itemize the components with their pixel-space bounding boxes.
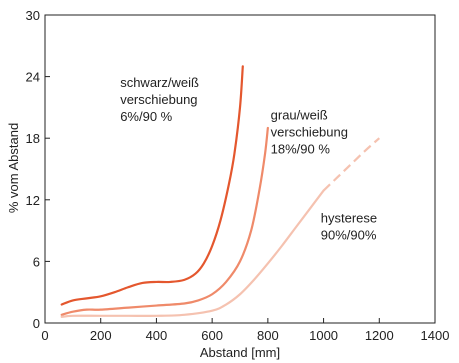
y-tick-label: 24 <box>26 70 40 85</box>
x-axis-ticks: 0 200 400 600 800 1000 1200 1400 <box>41 318 449 343</box>
y-tick-label: 0 <box>33 316 40 331</box>
annotation-3-line-2: 90%/90% <box>321 227 377 242</box>
x-tick-label: 1000 <box>309 328 338 343</box>
x-axis-label: Abstand [mm] <box>200 345 280 360</box>
annotation-layer: schwarz/weiß verschiebung 6%/90 % grau/weiß… <box>120 75 377 243</box>
y-tick-label: 12 <box>26 193 40 208</box>
x-tick-label: 1200 <box>365 328 394 343</box>
y-tick-label: 6 <box>33 254 40 269</box>
series-layer <box>60 65 381 318</box>
x-tick-label: 1400 <box>421 328 450 343</box>
x-tick-label: 800 <box>257 328 279 343</box>
x-tick-label: 400 <box>146 328 168 343</box>
y-tick-label: 18 <box>26 131 40 146</box>
series-line-3 <box>60 189 325 318</box>
annotation-1-line-1: schwarz/weiß <box>120 75 199 90</box>
series-line-2 <box>60 126 269 316</box>
annotation-2-line-2: verschiebung <box>271 125 348 140</box>
series-line-1 <box>60 65 244 306</box>
annotation-3-line-1: hysterese <box>321 210 377 225</box>
y-axis-ticks: 0 6 12 18 24 30 <box>26 8 50 331</box>
x-tick-label: 0 <box>41 328 48 343</box>
x-tick-label: 600 <box>201 328 223 343</box>
y-axis-label: % vom Abstand <box>6 123 21 213</box>
plot-frame <box>44 14 436 324</box>
annotation-2-line-3: 18%/90 % <box>271 142 331 157</box>
y-tick-label: 30 <box>26 8 40 23</box>
annotation-1-line-3: 6%/90 % <box>120 109 172 124</box>
annotation-2-line-1: grau/weiß <box>271 108 328 123</box>
annotation-1-line-2: verschiebung <box>120 92 197 107</box>
series-line-3-extrapolated <box>322 137 381 192</box>
x-tick-label: 200 <box>90 328 112 343</box>
